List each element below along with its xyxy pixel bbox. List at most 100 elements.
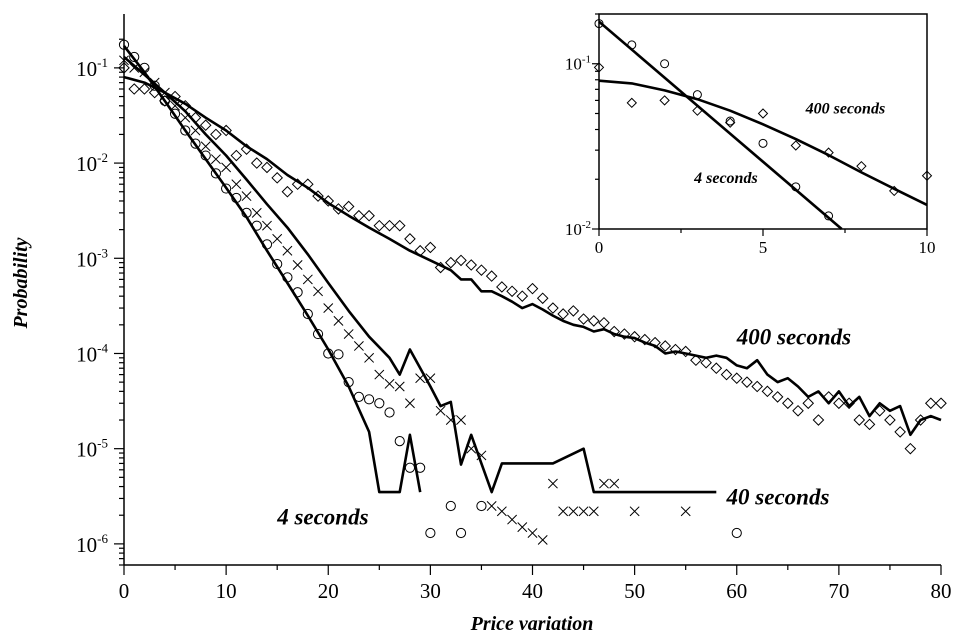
main-diamond-point <box>485 270 498 282</box>
main-cross-point <box>282 245 293 256</box>
main-diamond-point <box>894 426 906 438</box>
main-cross-point <box>292 260 303 270</box>
main-cross-point <box>313 286 323 297</box>
main-cross-point <box>527 528 538 538</box>
main-cross-point <box>221 162 232 173</box>
main-cross-point <box>323 303 334 314</box>
main-cross-point <box>486 501 497 511</box>
main-cross-point <box>404 398 415 409</box>
main-diamond-point <box>639 333 651 346</box>
main-diamond-point <box>199 119 212 132</box>
main-cross-point <box>251 207 262 218</box>
main-diamond-point <box>138 83 151 95</box>
main-cross-point <box>496 506 507 517</box>
main-diamond-point <box>618 328 631 340</box>
main-annotation: 400 seconds <box>736 324 851 349</box>
inset-diamond-point <box>659 95 670 106</box>
main-diamond-point <box>700 356 712 369</box>
main-diamond-point <box>741 376 753 388</box>
main-cross-point <box>578 506 589 517</box>
main-cross-point <box>588 506 599 517</box>
main-diamond-point <box>730 372 743 385</box>
main-diamond-point <box>567 305 580 317</box>
main-cross-point <box>231 179 242 190</box>
main-diamond-point <box>118 62 130 74</box>
main-diamond-point <box>833 397 845 410</box>
main-x-tick-label: 80 <box>931 579 952 603</box>
main-cross-point <box>609 478 620 489</box>
main-circle-point <box>394 436 405 447</box>
main-cross-point <box>272 233 283 244</box>
main-diamond-point <box>516 290 529 302</box>
main-diamond-point <box>710 362 723 375</box>
main-cross-point <box>435 405 446 416</box>
main-diamond-point <box>547 302 559 314</box>
main-circle-point <box>455 527 467 539</box>
main-cross-point <box>353 340 364 351</box>
main-circle-point <box>180 125 191 136</box>
main-cross-point <box>262 220 272 231</box>
main-diamond-point <box>628 330 641 343</box>
main-circle-point <box>302 308 313 320</box>
main-diamond-point <box>261 161 273 174</box>
inset-x-tick-label: 0 <box>595 238 604 257</box>
main-x-tick-label: 20 <box>318 579 339 603</box>
inset-diamond-point <box>856 160 867 172</box>
main-diamond-point <box>924 397 937 410</box>
inset-diamond-point <box>724 117 736 128</box>
main-diamond-point <box>475 264 488 276</box>
main-x-tick-label: 60 <box>726 579 747 603</box>
main-circle-point <box>404 462 416 473</box>
main-x-tick-label: 0 <box>119 579 130 603</box>
main-x-tick-label: 30 <box>420 579 441 603</box>
main-circle-point <box>476 500 487 512</box>
main-cross-point <box>241 191 252 202</box>
main-cross-point <box>558 506 569 517</box>
inset-fit-line-4-seconds <box>598 20 843 230</box>
main-diamond-point <box>853 414 866 426</box>
main-diamond-point <box>608 325 621 338</box>
main-diamond-point <box>444 256 457 269</box>
main-cross-point <box>629 506 640 517</box>
main-diamond-point <box>128 83 141 95</box>
inset-fit-line-400-seconds <box>598 79 928 207</box>
main-circle-point <box>118 39 130 50</box>
main-annotation: 4 seconds <box>276 504 368 529</box>
main-circle-point <box>445 500 456 512</box>
main-cross-point <box>547 478 558 489</box>
inset-diamond-point <box>921 170 933 181</box>
main-cross-point <box>200 141 211 152</box>
main-circle-point <box>333 349 344 360</box>
inset-y-tick-label: 10-2 <box>565 219 591 239</box>
main-diamond-point <box>679 345 692 358</box>
inset-diamond-point <box>790 140 802 151</box>
main-diamond-point <box>404 233 416 245</box>
main-diamond-point <box>210 128 222 141</box>
main-diamond-point <box>935 397 947 410</box>
main-cross-point <box>456 415 466 425</box>
main-x-tick-label: 40 <box>522 579 543 603</box>
main-diamond-point <box>455 254 467 267</box>
inset-diamond-point <box>757 108 769 119</box>
main-diamond-point <box>577 313 590 325</box>
main-diamond-point <box>363 209 375 222</box>
main-circle-point <box>129 51 140 63</box>
main-diamond-point <box>690 354 702 367</box>
main-circle-point <box>364 394 375 405</box>
main-diamond-point <box>782 397 794 410</box>
inset-diamond-point <box>626 97 638 109</box>
inset-frame <box>598 13 928 230</box>
main-y-tick-label: 10-5 <box>76 436 108 462</box>
main-circle-point <box>312 328 324 340</box>
main-diamond-point <box>536 292 549 305</box>
main-diamond-point <box>669 343 682 356</box>
main-diamond-point <box>598 316 610 329</box>
inset-annotation: 400 seconds <box>805 100 886 117</box>
main-circle-point <box>210 168 222 179</box>
main-diamond-point <box>271 172 283 184</box>
main-circle-point <box>374 398 385 409</box>
main-diamond-point <box>792 404 804 417</box>
main-diamond-point <box>557 308 569 320</box>
inset-x-tick-label: 10 <box>919 238 936 257</box>
main-diamond-point <box>526 282 539 295</box>
